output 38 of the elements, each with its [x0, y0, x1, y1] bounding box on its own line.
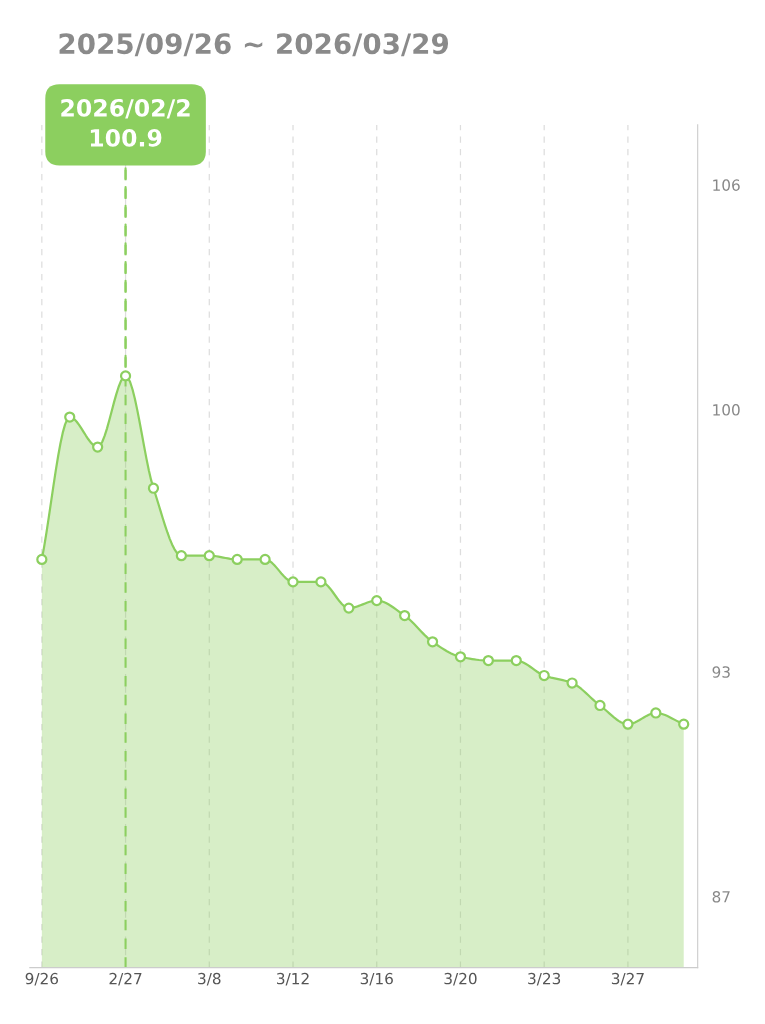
- point: [287, 576, 299, 588]
- point: [315, 576, 327, 588]
- point: [538, 669, 550, 682]
- x-tick-label: 3/20: [444, 972, 477, 986]
- point: [259, 553, 271, 566]
- point: [175, 550, 187, 562]
- point: [36, 553, 48, 566]
- x-tick-label: 3/12: [277, 972, 309, 986]
- x-tick-label: 3/8: [198, 972, 221, 986]
- point: [678, 718, 690, 730]
- point: [92, 441, 104, 453]
- point: [399, 609, 411, 622]
- chart-title: 2025/09/26 ~ 2026/03/29: [59, 33, 449, 57]
- y-tick-label: 106: [713, 179, 740, 191]
- point: [119, 370, 132, 382]
- point: [371, 594, 383, 607]
- point: [482, 654, 494, 667]
- annotation: 2026/02/2 100.9: [61, 98, 190, 147]
- point: [622, 718, 634, 730]
- point: [147, 482, 160, 494]
- point: [426, 636, 439, 648]
- y-tick-label: 93: [712, 666, 730, 678]
- x-tick-label: 3/27: [611, 972, 644, 986]
- point: [231, 553, 243, 566]
- point: [64, 411, 76, 423]
- x-tick-label: 3/23: [528, 972, 561, 986]
- point: [343, 602, 355, 614]
- point: [454, 651, 467, 663]
- point: [594, 699, 606, 712]
- point: [203, 550, 215, 562]
- point: [650, 707, 662, 719]
- x-tick-label: 3/16: [360, 972, 393, 986]
- point: [566, 677, 578, 689]
- point: [510, 654, 522, 667]
- x-tick-label: 9/26: [25, 972, 59, 986]
- y-tick-label: 100: [713, 404, 740, 416]
- y-tick-label: 87: [712, 890, 730, 903]
- x-tick-label: 2/27: [109, 972, 142, 986]
